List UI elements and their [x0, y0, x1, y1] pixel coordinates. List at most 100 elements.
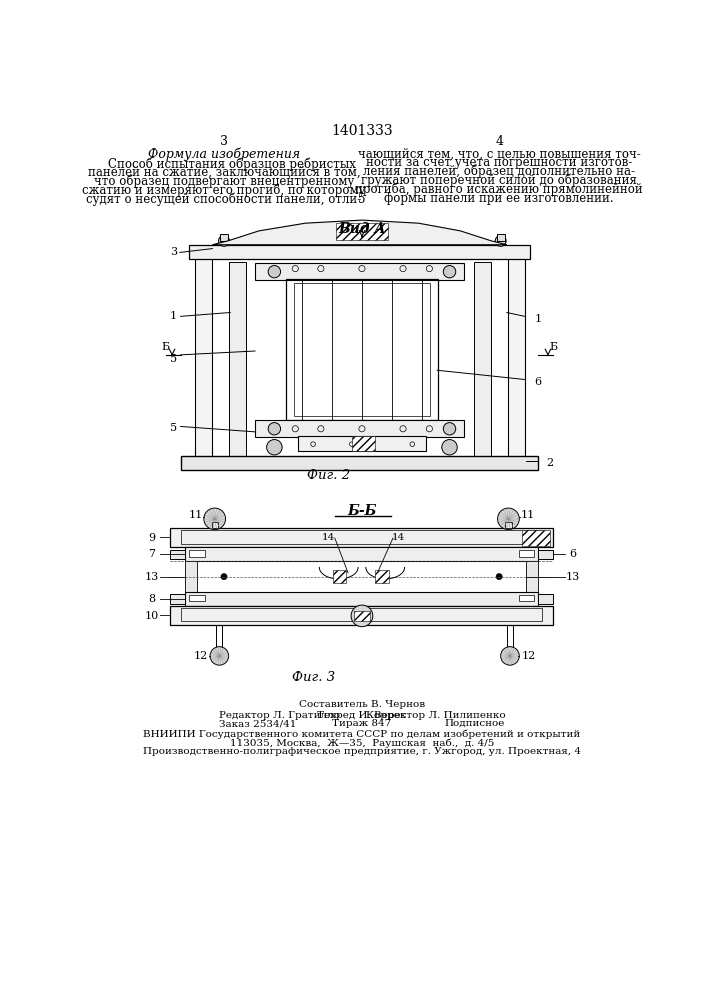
Bar — [286, 279, 438, 420]
Text: прогиба, равного искажению прямолинейной: прогиба, равного искажению прямолинейной — [355, 183, 643, 196]
Text: Б: Б — [549, 342, 557, 352]
Bar — [220, 234, 228, 241]
Text: Подписное: Подписное — [445, 719, 506, 728]
Text: 5: 5 — [358, 193, 366, 206]
Circle shape — [443, 266, 456, 278]
Bar — [337, 223, 387, 240]
Text: 1401333: 1401333 — [331, 124, 393, 138]
Text: Редактор Л. Гратилло: Редактор Л. Гратилло — [218, 711, 339, 720]
Circle shape — [443, 423, 456, 435]
Text: 5: 5 — [170, 354, 177, 364]
Circle shape — [501, 647, 519, 665]
Bar — [332, 570, 346, 583]
Text: 10: 10 — [145, 611, 159, 621]
Bar — [298, 436, 426, 451]
Circle shape — [267, 440, 282, 455]
Bar — [518, 595, 534, 601]
Text: что образец подвергают внецентренному: что образец подвергают внецентренному — [94, 175, 354, 188]
Text: 11: 11 — [520, 510, 535, 520]
Circle shape — [498, 508, 519, 530]
Bar — [354, 611, 370, 620]
Text: 6: 6 — [569, 549, 576, 559]
Text: панелей на сжатие, заключающийся в том,: панелей на сжатие, заключающийся в том, — [88, 166, 361, 179]
Bar — [293, 283, 430, 416]
Bar — [189, 595, 204, 601]
Text: 4: 4 — [495, 135, 503, 148]
Text: Б-Б: Б-Б — [347, 504, 377, 518]
Bar — [526, 561, 538, 592]
Text: Корректор Л. Пилипенко: Корректор Л. Пилипенко — [366, 711, 506, 720]
Text: Формула изобретения: Формула изобретения — [148, 147, 300, 161]
Text: Способ испытания образцов ребристых: Способ испытания образцов ребристых — [93, 157, 356, 171]
Bar — [170, 550, 185, 559]
Text: 13: 13 — [145, 572, 159, 582]
Polygon shape — [212, 220, 507, 245]
Circle shape — [221, 574, 227, 580]
Text: 7: 7 — [148, 549, 156, 559]
Circle shape — [204, 508, 226, 530]
Text: 1: 1 — [534, 314, 542, 324]
Text: 3: 3 — [170, 247, 177, 257]
Bar — [474, 262, 491, 459]
Text: 2: 2 — [546, 458, 553, 468]
Bar — [522, 530, 549, 546]
Circle shape — [351, 605, 373, 627]
Text: Тираж 847: Тираж 847 — [332, 719, 392, 728]
Text: Вид А: Вид А — [338, 222, 386, 236]
Text: сжатию и измеряют его прогиб, по которому: сжатию и измеряют его прогиб, по котором… — [82, 184, 366, 197]
Bar — [211, 522, 218, 528]
Text: ности за счет учета погрешности изготов-: ности за счет учета погрешности изготов- — [366, 156, 632, 169]
Circle shape — [218, 235, 230, 246]
Bar — [182, 530, 542, 544]
Circle shape — [496, 574, 502, 580]
Text: 14: 14 — [322, 533, 335, 542]
Text: ления панелей, образец дополнительно на-: ления панелей, образец дополнительно на- — [363, 165, 635, 178]
Text: 14: 14 — [392, 533, 405, 542]
Bar — [518, 550, 534, 557]
Bar — [538, 550, 554, 559]
Text: 8: 8 — [148, 594, 156, 604]
Bar — [185, 592, 538, 606]
Bar — [195, 255, 212, 459]
Bar — [189, 245, 530, 259]
Text: формы панели при ее изготовлении.: формы панели при ее изготовлении. — [385, 192, 614, 205]
Text: Б: Б — [162, 342, 170, 352]
Bar — [255, 420, 464, 437]
Circle shape — [210, 647, 228, 665]
Bar — [216, 625, 223, 648]
Circle shape — [268, 423, 281, 435]
Bar — [182, 456, 538, 470]
Text: судят о несущей способности панели, отли-: судят о несущей способности панели, отли… — [86, 193, 361, 206]
Bar — [170, 594, 185, 604]
Text: 12: 12 — [522, 651, 536, 661]
Bar — [375, 570, 389, 583]
Text: чающийся тем, что, с целью повышения точ-: чающийся тем, что, с целью повышения точ… — [358, 147, 641, 160]
Bar — [185, 547, 538, 561]
Text: Фиг. 2: Фиг. 2 — [307, 469, 350, 482]
Bar — [507, 625, 513, 648]
Text: Составитель В. Чернов: Составитель В. Чернов — [299, 700, 425, 709]
Text: гружают поперечной силой до образования: гружают поперечной силой до образования — [361, 174, 637, 187]
Text: 11: 11 — [188, 510, 202, 520]
Text: 6: 6 — [534, 377, 542, 387]
Bar — [230, 262, 247, 459]
Bar — [185, 561, 197, 592]
Bar — [506, 522, 512, 528]
Bar — [352, 436, 375, 451]
Text: 1: 1 — [170, 311, 177, 321]
Text: 113035, Москва,  Ж—35,  Раушская  наб.,  д. 4/5: 113035, Москва, Ж—35, Раушская наб., д. … — [230, 738, 494, 748]
Text: Техред И. Верес: Техред И. Верес — [317, 711, 407, 720]
Text: ВНИИПИ Государственного комитета СССР по делам изобретений и открытий: ВНИИПИ Государственного комитета СССР по… — [144, 730, 580, 739]
Text: 13: 13 — [566, 572, 580, 582]
Text: 9: 9 — [148, 533, 156, 543]
Bar — [189, 550, 204, 557]
Bar — [182, 608, 542, 621]
Bar — [170, 528, 554, 547]
Bar — [255, 263, 464, 280]
Bar — [538, 594, 554, 604]
Text: 5: 5 — [170, 423, 177, 433]
Text: Заказ 2534/41: Заказ 2534/41 — [218, 719, 296, 728]
Circle shape — [268, 266, 281, 278]
Circle shape — [495, 235, 506, 246]
Text: 12: 12 — [194, 651, 208, 661]
